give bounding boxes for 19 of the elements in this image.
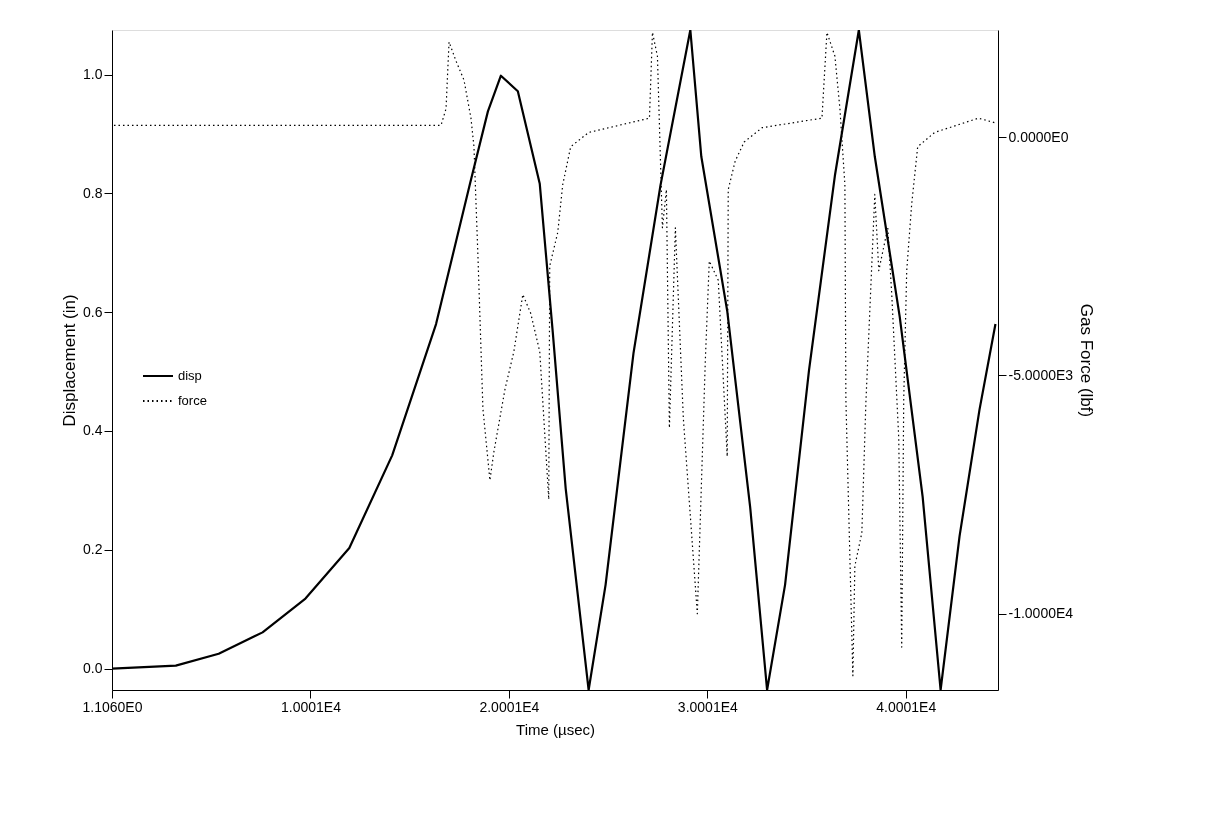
y-tick-label: 0.6: [83, 303, 103, 320]
y2-tick-label: -1.0000E4: [1008, 605, 1074, 622]
x-tick-label: 2.0001E4: [479, 698, 540, 715]
legend-label: force: [178, 393, 207, 408]
legend-label: disp: [178, 368, 202, 383]
x-tick-label: 1.1060E0: [82, 698, 143, 715]
x-tick-label: 3.0001E4: [677, 698, 738, 715]
y2-axis-title: Gas Force (lbf): [1077, 303, 1097, 418]
y-tick-label: 1.0: [83, 66, 103, 83]
y2-tick-label: 0.0000E0: [1008, 128, 1069, 145]
x-tick-label: 4.0001E4: [876, 698, 937, 715]
y-tick-label: 0.4: [83, 422, 103, 439]
y-axis-title: Displacement (in): [60, 294, 80, 427]
y-tick-label: 0.2: [83, 541, 103, 558]
y-tick-label: 0.8: [83, 184, 103, 201]
y-tick-label: 0.0: [83, 660, 103, 677]
y2-tick-label: -5.0000E3: [1008, 366, 1074, 383]
x-axis-title: Time (µsec): [516, 720, 595, 738]
x-tick-label: 1.0001E4: [280, 698, 342, 715]
